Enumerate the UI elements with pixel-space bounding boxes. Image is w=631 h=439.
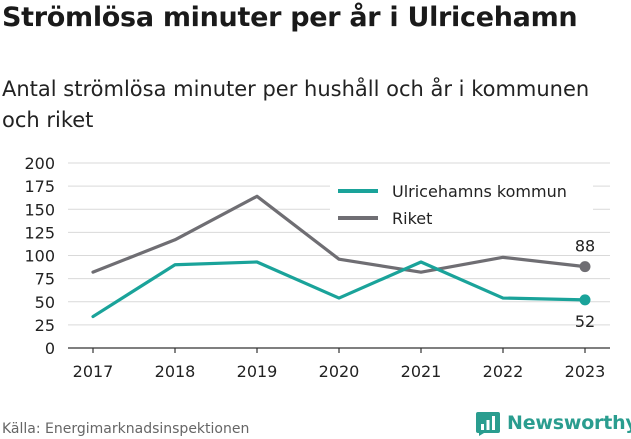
legend-background	[330, 208, 593, 230]
x-tick-label: 2021	[401, 362, 442, 381]
x-tick-label: 2018	[155, 362, 196, 381]
chart-title: Strömlösa minuter per år i Ulricehamn	[2, 2, 578, 33]
legend-label-kommun: Ulricehamns kommun	[392, 182, 567, 201]
legend-label-riket: Riket	[392, 209, 432, 228]
y-tick-label: 75	[35, 270, 55, 289]
y-tick-label: 125	[24, 223, 55, 242]
line-chart: 0 25 50 75 100 125 150 175 200 2017 2018 2019 2020 20…	[24, 154, 610, 381]
legend-background	[330, 181, 593, 203]
x-tick-label: 2020	[319, 362, 360, 381]
end-label-kommun: 52	[575, 312, 595, 331]
x-tick-label: 2019	[237, 362, 278, 381]
y-tick-label: 50	[35, 293, 55, 312]
chart-subtitle: Antal strömlösa minuter per hushåll och …	[2, 77, 590, 132]
end-label-riket: 88	[575, 237, 595, 256]
x-tick-label: 2017	[73, 362, 114, 381]
series-line-kommun	[91, 260, 587, 319]
end-point-riket	[579, 261, 591, 273]
end-point-kommun	[579, 294, 591, 306]
y-tick-label: 25	[35, 316, 55, 335]
x-tick-label: 2022	[483, 362, 524, 381]
y-tick-label: 100	[24, 247, 55, 266]
series-line-riket	[91, 194, 587, 274]
y-tick-label: 150	[24, 200, 55, 219]
y-tick-label: 0	[45, 339, 55, 358]
y-tick-label: 200	[24, 154, 55, 173]
brand-name: Newsworthy	[507, 412, 631, 434]
brand-logo: Newsworthy	[475, 407, 631, 439]
y-tick-label: 175	[24, 177, 55, 196]
bar-chart-speech-icon	[476, 412, 500, 436]
x-tick-label: 2023	[565, 362, 606, 381]
source-note: Källa: Energimarknadsinspektionen	[2, 421, 250, 437]
